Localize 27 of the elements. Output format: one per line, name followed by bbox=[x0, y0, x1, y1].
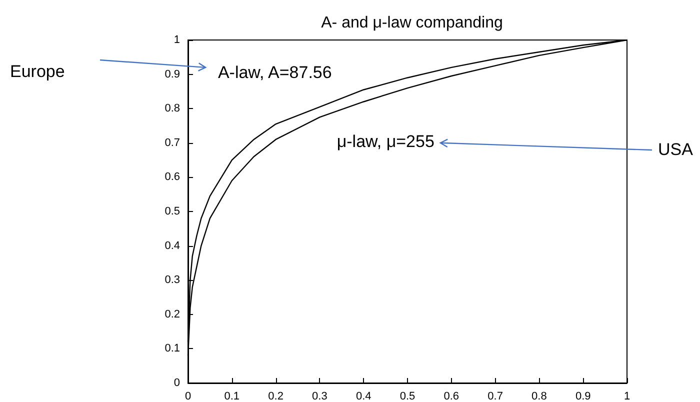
y-tick-label: 0.7 bbox=[164, 136, 180, 149]
x-tick-label: 0.6 bbox=[444, 390, 460, 402]
y-tick-label: 0 bbox=[174, 377, 180, 389]
y-tick-label: 0.2 bbox=[164, 308, 180, 320]
text: Europe bbox=[10, 62, 65, 82]
x-tick-label: 0.3 bbox=[312, 390, 328, 402]
x-tick-label: 0.1 bbox=[224, 390, 240, 402]
x-tick-label: 0.7 bbox=[488, 390, 503, 402]
x-tick-label: 0 bbox=[184, 390, 192, 402]
x-tick-label: 0.5 bbox=[400, 390, 416, 402]
chart-title: A- and μ-law companding bbox=[321, 14, 503, 32]
y-tick-label: 1 bbox=[174, 34, 180, 46]
x-tick-label: 1 bbox=[624, 390, 630, 402]
series-label: A-law, A=87.56 bbox=[218, 63, 332, 84]
y-tick-label: 0.9 bbox=[164, 68, 180, 80]
y-tick-label: 0.8 bbox=[164, 102, 180, 115]
series-label: μ-law, μ=255 bbox=[336, 132, 434, 152]
y-tick-label: 0.6 bbox=[164, 171, 180, 184]
y-tick-label: 0.5 bbox=[164, 206, 180, 218]
x-tick-label: 0.8 bbox=[532, 390, 547, 402]
y-tick-label: 0.4 bbox=[164, 240, 180, 252]
x-tick-label: 0.4 bbox=[356, 390, 372, 402]
y-tick-label: 0.1 bbox=[164, 342, 180, 355]
text: USA bbox=[658, 140, 693, 160]
x-tick-label: 0.2 bbox=[268, 390, 284, 402]
x-tick-label: 0.9 bbox=[575, 390, 591, 402]
y-tick-label: 0.3 bbox=[164, 274, 180, 286]
